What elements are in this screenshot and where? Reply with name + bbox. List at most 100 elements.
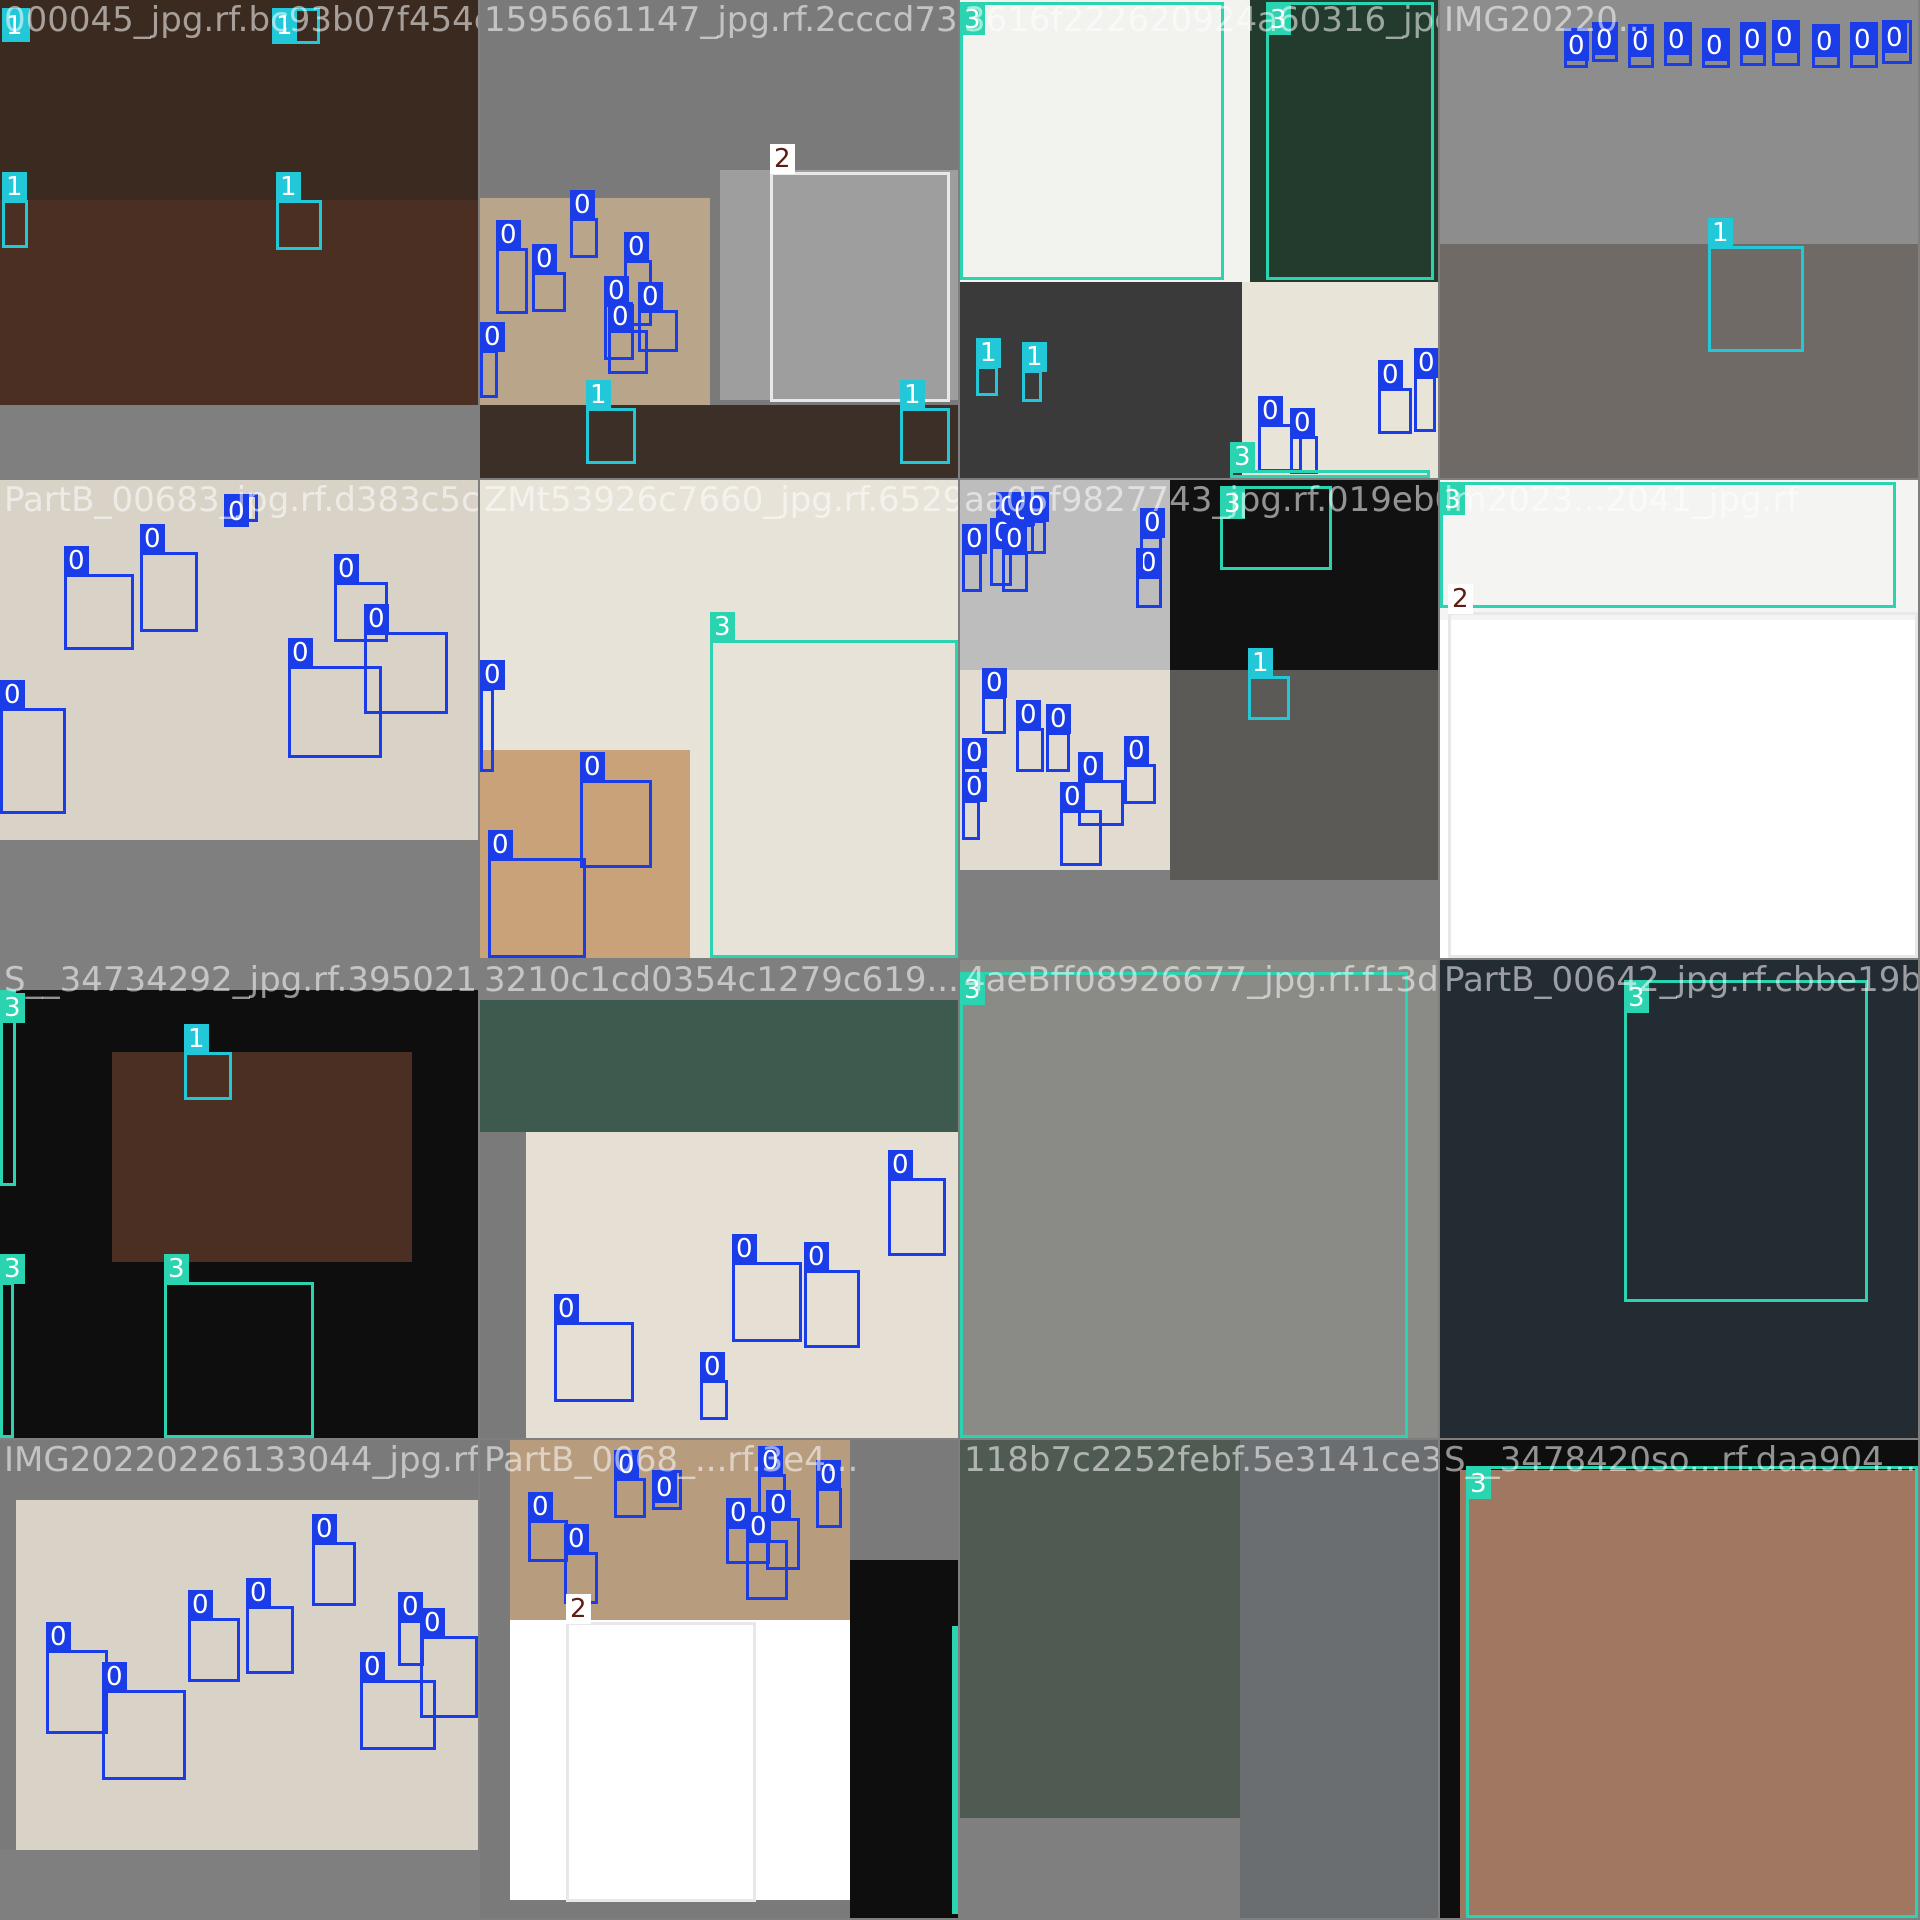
mosaic-tile: 3000ZMt53926c7660_jpg.rf.6529a...: [480, 480, 958, 958]
detection-box: 3: [1440, 482, 1896, 608]
image-region: [1440, 960, 1918, 1438]
detection-box: 0: [962, 772, 987, 840]
detection-box: 3: [960, 972, 1408, 1438]
class-label: 0: [1078, 752, 1103, 782]
class-label: 0: [564, 1524, 589, 1554]
detection-box: 0: [364, 604, 448, 714]
class-label: 0: [1060, 782, 1085, 812]
image-region: [1170, 480, 1438, 670]
class-label: 0: [1016, 700, 1041, 730]
image-region: [960, 0, 1250, 282]
detection-box: 1: [900, 380, 950, 464]
class-label: 0: [528, 1492, 553, 1522]
class-label: 1: [2, 11, 27, 41]
class-label: 2: [566, 1594, 591, 1624]
class-label: 0: [962, 738, 987, 768]
detection-box: 0: [360, 1652, 436, 1750]
detection-box: 0: [140, 524, 198, 632]
image-region: [960, 282, 1242, 478]
detection-box: 0: [816, 1460, 842, 1528]
image-region: [960, 480, 1170, 670]
detection-box: 0: [532, 244, 566, 312]
image-region: [1170, 880, 1438, 958]
class-label: 0: [0, 680, 25, 710]
mosaic-tile: 00000000IMG20220226133044_jpg.rf.fa5...: [0, 1440, 478, 1918]
mosaic-tile: 3 S__3478420so...rf.daa904...: [1440, 1440, 1918, 1918]
class-label: 1: [900, 380, 925, 410]
class-label: 0: [64, 546, 89, 576]
class-label: 3: [960, 5, 985, 35]
class-label: 0: [1702, 31, 1727, 61]
detection-box: 0: [224, 494, 258, 527]
detection-box: 3: [710, 612, 958, 958]
class-label: 0: [188, 1590, 213, 1620]
class-label: 0: [1812, 27, 1837, 57]
detection-box: 3: [164, 1254, 314, 1438]
detection-box: 0: [1060, 782, 1102, 866]
detection-box: 0: [982, 668, 1007, 734]
class-label: 3: [960, 975, 985, 1005]
image-region: [0, 405, 478, 478]
detection-box: 0: [580, 752, 652, 868]
class-label: 0: [1024, 492, 1049, 522]
class-label: 0: [246, 1578, 271, 1608]
class-label: 0: [614, 1450, 639, 1480]
detection-box: 3: [960, 2, 1224, 280]
class-label: 0: [638, 282, 663, 312]
image-region: [0, 480, 478, 840]
detection-box: 0: [1702, 28, 1730, 68]
detection-box: 0: [1140, 508, 1165, 576]
detection-box: 0: [1016, 700, 1044, 772]
detection-box: 1: [1248, 648, 1290, 720]
class-label: 0: [420, 1608, 445, 1638]
detection-box: 0: [46, 1622, 108, 1734]
class-label: 0: [532, 244, 557, 274]
class-label: 0: [46, 1622, 71, 1652]
image-region: [850, 1560, 958, 1918]
image-region: [1440, 480, 1918, 620]
detection-box: 0: [746, 1512, 788, 1600]
class-label: 0: [962, 772, 987, 802]
detection-box: 3: [1220, 486, 1332, 570]
class-label: 0: [1378, 360, 1403, 390]
detection-box: 0: [1882, 20, 1912, 64]
class-label: 0: [1124, 736, 1149, 766]
class-label: 0: [398, 1592, 423, 1622]
detection-box: 2: [566, 1594, 756, 1902]
detection-box: 0: [488, 830, 586, 958]
detection-box: 0: [246, 1578, 294, 1674]
class-label: 3: [1466, 1469, 1491, 1499]
tile-filename: IMG20220226133044_jpg.rf.fa5...: [4, 1440, 478, 1480]
detection-box: 3: [1624, 980, 1868, 1302]
class-label: 3: [1230, 442, 1255, 472]
detection-box: 0: [288, 638, 382, 758]
image-region: [526, 1132, 958, 1438]
class-label: 0: [480, 660, 505, 690]
mosaic-tile: 0 0 0 0 0 3210c1cd0354c1279c619...: [480, 960, 958, 1438]
image-region: [0, 1850, 478, 1918]
detection-box: 0: [700, 1352, 728, 1420]
image-region: [0, 200, 478, 405]
detection-box: 1: [272, 8, 320, 44]
detection-box: 3: [952, 1626, 958, 1914]
class-label: 0: [1002, 524, 1027, 554]
class-label: 0: [652, 1473, 677, 1503]
mosaic-tile: 0 0 0 0 0 0 0 0 0 0 1 IMG20220...: [1440, 0, 1918, 478]
detection-box: 1: [586, 380, 636, 464]
image-region: [960, 1818, 1240, 1918]
class-label: 0: [334, 554, 359, 584]
image-region: [480, 405, 958, 478]
class-label: 0: [1564, 31, 1589, 61]
detection-box: 0: [1740, 22, 1766, 66]
class-label: 2: [1448, 584, 1473, 614]
detection-box: 0: [1664, 22, 1692, 66]
detection-box: 3: [0, 990, 25, 1186]
class-label: 0: [888, 1150, 913, 1180]
detection-box: 1: [2, 172, 28, 248]
detection-box: 0: [1378, 360, 1412, 434]
class-label: 1: [184, 1024, 209, 1054]
image-region: [1460, 1470, 1918, 1918]
detection-box: 0: [420, 1608, 478, 1718]
mosaic-tile: 00000000023PartB_0068_...rf.3e4...: [480, 1440, 958, 1918]
